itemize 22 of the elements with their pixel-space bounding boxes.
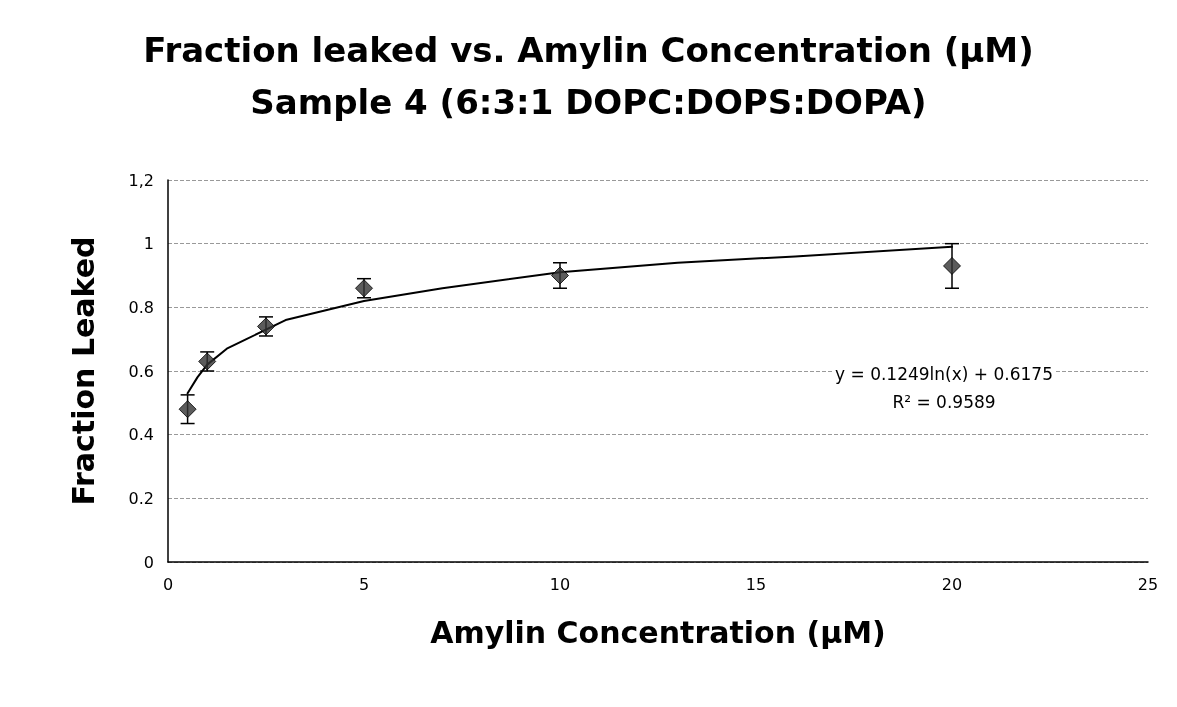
y-tick-label: 1 [143, 234, 154, 254]
x-tick-label: 25 [1137, 574, 1159, 594]
y-tick-label: 0.2 [128, 488, 154, 508]
point [551, 266, 569, 285]
y-tick-label: 0.6 [128, 361, 154, 381]
x-tick-label: 15 [745, 574, 767, 594]
annotation: y = 0.1249ln(x) + 0.6175 [835, 363, 1053, 384]
chart-subtitle: Sample 4 (6:3:1 DOPC:DOPS:DOPA) [250, 82, 927, 122]
x-tick-label: 0 [162, 574, 174, 594]
y-tick-label: 1,2 [128, 170, 154, 190]
annotation: R² = 0.9589 [892, 391, 996, 412]
chart-title: Fraction leaked vs. Amylin Concentration (μM) [143, 30, 1034, 70]
x-tick-label: 20 [941, 574, 963, 594]
y-tick-label: 0.8 [128, 297, 154, 317]
point [943, 256, 961, 275]
x-tick-label: 10 [549, 574, 571, 594]
point [178, 400, 197, 419]
x-tick-label: 5 [358, 574, 370, 594]
x-axis-title: Amylin Concentration (μM) [430, 614, 886, 650]
y-tick-label: 0 [143, 552, 154, 572]
y-axis-title: Fraction Leaked [65, 236, 101, 506]
y-tick-label: 0.4 [128, 425, 154, 445]
